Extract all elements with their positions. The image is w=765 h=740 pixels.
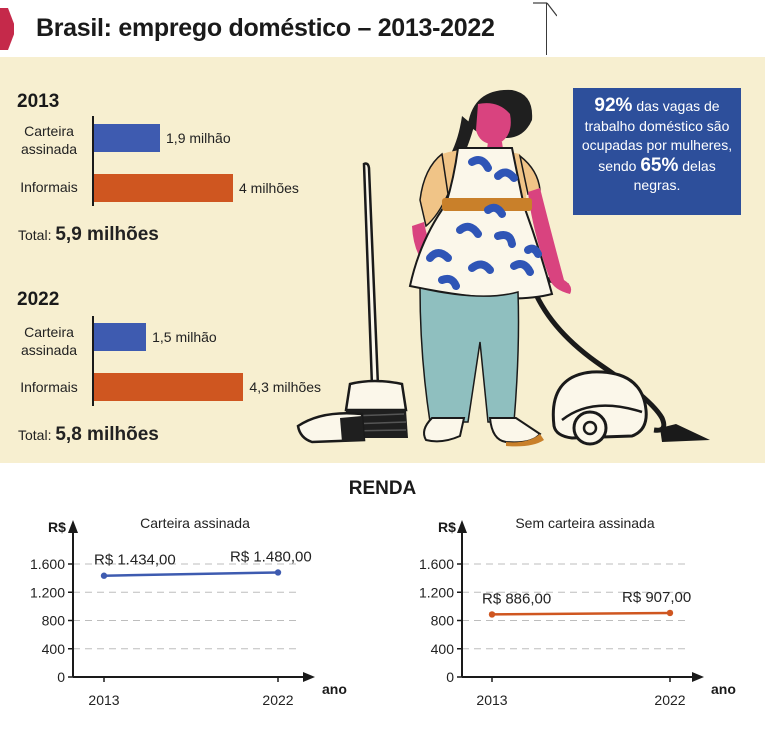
bar-axis-2013 bbox=[92, 116, 94, 206]
label-informais-2022: Informais bbox=[20, 379, 78, 395]
value-carteira-2013: 1,9 milhão bbox=[166, 130, 231, 146]
total-value-2013: 5,9 milhões bbox=[55, 224, 159, 245]
title-box bbox=[14, 3, 547, 55]
chart2-xtick-label: 2022 bbox=[654, 692, 685, 708]
title-accent-mark bbox=[0, 8, 16, 50]
chart2-data-point bbox=[666, 609, 674, 617]
chart2-xtick-label: 2013 bbox=[476, 692, 507, 708]
total-value-2022: 5,8 milhões bbox=[55, 424, 159, 445]
chart2-data-point bbox=[488, 611, 496, 618]
chart2-y-axis-arrow bbox=[457, 520, 467, 533]
broom-illustration bbox=[296, 162, 408, 444]
housekeeper-illustration bbox=[296, 89, 710, 447]
year-heading-2022: 2022 bbox=[17, 289, 60, 310]
chart1-ytick-label: 1.600 bbox=[30, 556, 65, 572]
chart1-series-line bbox=[103, 571, 279, 577]
chart2-ytick-label: 800 bbox=[431, 613, 455, 629]
total-2013: Total: 5,9 milhões bbox=[18, 224, 159, 246]
total-label-2022: Total: bbox=[18, 427, 52, 443]
bar-informais-2013 bbox=[94, 174, 233, 202]
renda-heading: RENDA bbox=[348, 478, 417, 499]
chart1-ylabel: R$ bbox=[48, 519, 66, 535]
total-2022: Total: 5,8 milhões bbox=[18, 424, 159, 446]
info-pct-black: 65% bbox=[640, 154, 679, 176]
chart1-y-axis-arrow bbox=[68, 520, 78, 533]
year-heading-2013: 2013 bbox=[17, 91, 60, 112]
chart1-xlabel: ano bbox=[322, 681, 347, 697]
chart1-data-label: R$ 1.434,00 bbox=[94, 552, 176, 569]
title-corner-fold bbox=[533, 2, 557, 17]
chart2-title: Sem carteira assinada bbox=[515, 515, 655, 531]
label-carteira-2022: Carteira assinada bbox=[20, 324, 78, 358]
chart1-ytick-label: 0 bbox=[57, 669, 65, 685]
bar-axis-2022 bbox=[92, 316, 94, 406]
label-carteira-2013: Carteira assinada bbox=[20, 123, 78, 157]
chart1-data-point bbox=[100, 572, 108, 579]
chart2-series-line bbox=[491, 611, 671, 616]
title-strip: Brasil: emprego doméstico – 2013-2022 bbox=[0, 0, 765, 57]
value-carteira-2022: 1,5 milhão bbox=[152, 329, 217, 345]
label-informais-2013: Informais bbox=[20, 179, 78, 195]
chart2-data-label: R$ 886,00 bbox=[482, 590, 551, 607]
chart1-ytick-label: 1.200 bbox=[30, 584, 65, 600]
chart2-x-axis-arrow bbox=[692, 672, 704, 682]
chart1-x-axis-arrow bbox=[303, 672, 315, 682]
chart2-xlabel: ano bbox=[711, 681, 736, 697]
value-informais-2022: 4,3 milhões bbox=[249, 379, 322, 395]
woman-illustration bbox=[408, 89, 572, 447]
chart1-xtick-label: 2022 bbox=[262, 692, 293, 708]
page-title: Brasil: emprego doméstico – 2013-2022 bbox=[36, 14, 495, 42]
chart1-title: Carteira assinada bbox=[140, 515, 250, 531]
chart1-data-label: R$ 1.480,00 bbox=[230, 548, 312, 565]
info-text-2: delas negras. bbox=[633, 157, 716, 194]
chart2-data-label: R$ 907,00 bbox=[622, 589, 691, 606]
info-box: 92% das vagas de trabalho doméstico são … bbox=[573, 88, 741, 215]
chart2-ytick-label: 0 bbox=[446, 669, 454, 685]
chart1-ytick-label: 800 bbox=[42, 613, 66, 629]
chart1-xtick-label: 2013 bbox=[88, 692, 119, 708]
info-text-1: das vagas de trabalho doméstico são ocup… bbox=[581, 98, 733, 174]
value-informais-2013: 4 milhões bbox=[239, 180, 299, 196]
chart2-ylabel: R$ bbox=[438, 519, 456, 535]
vacuum-illustration bbox=[530, 276, 710, 446]
chart2-ytick-label: 1.200 bbox=[419, 584, 454, 600]
renda-charts: Carteira assinada R$ 0 400 800 1.200 1.600 ano 2… bbox=[30, 515, 736, 708]
bar-informais-2022 bbox=[94, 373, 244, 401]
total-label-2013: Total: bbox=[18, 227, 52, 243]
chart2-ytick-label: 1.600 bbox=[419, 556, 454, 572]
bar-carteira-2013 bbox=[94, 124, 161, 152]
chart1-data-point bbox=[274, 569, 282, 576]
chart1-ytick-label: 400 bbox=[42, 641, 66, 657]
bar-carteira-2022 bbox=[94, 323, 147, 351]
chart2-ytick-label: 400 bbox=[431, 641, 455, 657]
info-pct-women: 92% bbox=[594, 95, 633, 116]
